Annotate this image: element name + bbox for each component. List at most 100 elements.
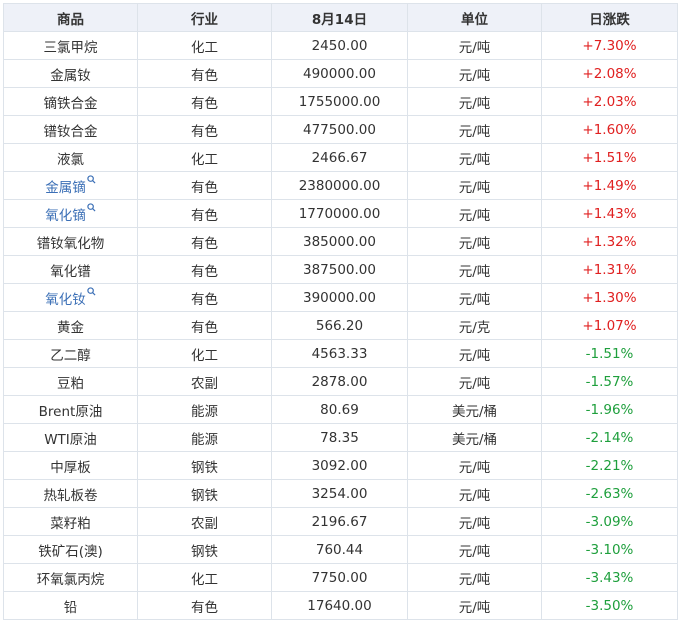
daily-change-cell: -2.21% (541, 451, 678, 480)
commodity-name: 中厚板 (50, 459, 91, 476)
commodity-name-cell: WTI原油 (3, 423, 138, 452)
daily-change-cell: +7.30% (541, 31, 678, 60)
search-icon[interactable] (87, 284, 96, 300)
industry-cell: 化工 (137, 143, 272, 172)
commodity-name-cell: 金属钕 (3, 59, 138, 88)
commodity-name-cell: 氧化镨 (3, 255, 138, 284)
industry-cell: 有色 (137, 311, 272, 340)
column-header-unit[interactable]: 单位 (407, 3, 542, 32)
commodity-name-cell: 黄金 (3, 311, 138, 340)
commodity-name-cell: 铅 (3, 591, 138, 620)
table-row: WTI原油 能源 78.35 美元/桶 -2.14% (3, 423, 678, 452)
commodity-name-cell: 镨钕氧化物 (3, 227, 138, 256)
table-row: 豆粕 农副 2878.00 元/吨 -1.57% (3, 367, 678, 396)
unit-cell: 元/吨 (407, 59, 542, 88)
daily-change-cell: -3.50% (541, 591, 678, 620)
price-cell: 1770000.00 (271, 199, 408, 228)
price-cell: 1755000.00 (271, 87, 408, 116)
price-cell: 80.69 (271, 395, 408, 424)
unit-cell: 美元/桶 (407, 395, 542, 424)
column-header-date-price[interactable]: 8月14日 (271, 3, 408, 32)
industry-cell: 有色 (137, 283, 272, 312)
column-header-commodity[interactable]: 商品 (3, 3, 138, 32)
commodity-name: 黄金 (57, 319, 84, 336)
commodity-name: WTI原油 (44, 431, 97, 448)
price-cell: 385000.00 (271, 227, 408, 256)
daily-change-cell: +1.51% (541, 143, 678, 172)
price-cell: 4563.33 (271, 339, 408, 368)
unit-cell: 元/吨 (407, 591, 542, 620)
commodity-name: 豆粕 (57, 375, 84, 392)
daily-change-cell: -3.09% (541, 507, 678, 536)
commodity-name-cell: 环氧氯丙烷 (3, 563, 138, 592)
commodity-name-cell[interactable]: 金属镝 (3, 171, 138, 200)
industry-cell: 有色 (137, 227, 272, 256)
column-header-industry[interactable]: 行业 (137, 3, 272, 32)
table-row: 镝铁合金 有色 1755000.00 元/吨 +2.03% (3, 87, 678, 116)
commodity-name-cell[interactable]: 氧化钕 (3, 283, 138, 312)
table-row: 乙二醇 化工 4563.33 元/吨 -1.51% (3, 339, 678, 368)
unit-cell: 元/吨 (407, 507, 542, 536)
table-row: 液氯 化工 2466.67 元/吨 +1.51% (3, 143, 678, 172)
commodity-name[interactable]: 氧化钕 (45, 291, 86, 308)
industry-cell: 钢铁 (137, 451, 272, 480)
price-cell: 2878.00 (271, 367, 408, 396)
unit-cell: 元/吨 (407, 115, 542, 144)
unit-cell: 元/吨 (407, 143, 542, 172)
industry-cell: 有色 (137, 171, 272, 200)
daily-change-cell: +2.03% (541, 87, 678, 116)
unit-cell: 元/吨 (407, 199, 542, 228)
commodity-name-cell: 中厚板 (3, 451, 138, 480)
daily-change-cell: -2.63% (541, 479, 678, 508)
table-row: 镨钕氧化物 有色 385000.00 元/吨 +1.32% (3, 227, 678, 256)
daily-change-cell: +1.43% (541, 199, 678, 228)
commodity-name[interactable]: 氧化镝 (45, 207, 86, 224)
daily-change-cell: -3.10% (541, 535, 678, 564)
search-icon[interactable] (87, 200, 96, 216)
daily-change-cell: +1.60% (541, 115, 678, 144)
table-row: 热轧板卷 钢铁 3254.00 元/吨 -2.63% (3, 479, 678, 508)
table-row: Brent原油 能源 80.69 美元/桶 -1.96% (3, 395, 678, 424)
daily-change-cell: +2.08% (541, 59, 678, 88)
table-row: 铁矿石(澳) 钢铁 760.44 元/吨 -3.10% (3, 535, 678, 564)
industry-cell: 有色 (137, 87, 272, 116)
industry-cell: 钢铁 (137, 535, 272, 564)
daily-change-cell: -1.51% (541, 339, 678, 368)
commodity-name: 三氯甲烷 (43, 39, 98, 56)
daily-change-cell: -1.96% (541, 395, 678, 424)
industry-cell: 有色 (137, 199, 272, 228)
unit-cell: 元/吨 (407, 171, 542, 200)
daily-change-cell: +1.49% (541, 171, 678, 200)
price-cell: 17640.00 (271, 591, 408, 620)
commodity-name: 菜籽粕 (50, 515, 91, 532)
unit-cell: 元/吨 (407, 283, 542, 312)
price-cell: 387500.00 (271, 255, 408, 284)
commodity-name-cell: 三氯甲烷 (3, 31, 138, 60)
price-cell: 2380000.00 (271, 171, 408, 200)
price-cell: 477500.00 (271, 115, 408, 144)
commodity-name[interactable]: 金属镝 (45, 179, 86, 196)
commodity-name: 铅 (63, 599, 78, 616)
commodity-name: 镨钕氧化物 (36, 235, 105, 252)
commodity-name-cell: Brent原油 (3, 395, 138, 424)
unit-cell: 美元/桶 (407, 423, 542, 452)
commodity-name-cell[interactable]: 氧化镝 (3, 199, 138, 228)
unit-cell: 元/吨 (407, 255, 542, 284)
price-cell: 760.44 (271, 535, 408, 564)
industry-cell: 化工 (137, 31, 272, 60)
unit-cell: 元/吨 (407, 563, 542, 592)
search-icon[interactable] (87, 172, 96, 188)
commodity-name: 乙二醇 (50, 347, 91, 364)
unit-cell: 元/吨 (407, 87, 542, 116)
table-body: 三氯甲烷 化工 2450.00 元/吨 +7.30% 金属钕 有色 490000.00 元/吨 +… (3, 31, 678, 620)
industry-cell: 有色 (137, 59, 272, 88)
price-cell: 490000.00 (271, 59, 408, 88)
column-header-daily-change[interactable]: 日涨跌 (541, 3, 678, 32)
industry-cell: 有色 (137, 255, 272, 284)
unit-cell: 元/吨 (407, 31, 542, 60)
price-cell: 566.20 (271, 311, 408, 340)
price-cell: 3254.00 (271, 479, 408, 508)
commodity-name-cell: 液氯 (3, 143, 138, 172)
commodity-name: 金属钕 (50, 67, 91, 84)
industry-cell: 有色 (137, 115, 272, 144)
